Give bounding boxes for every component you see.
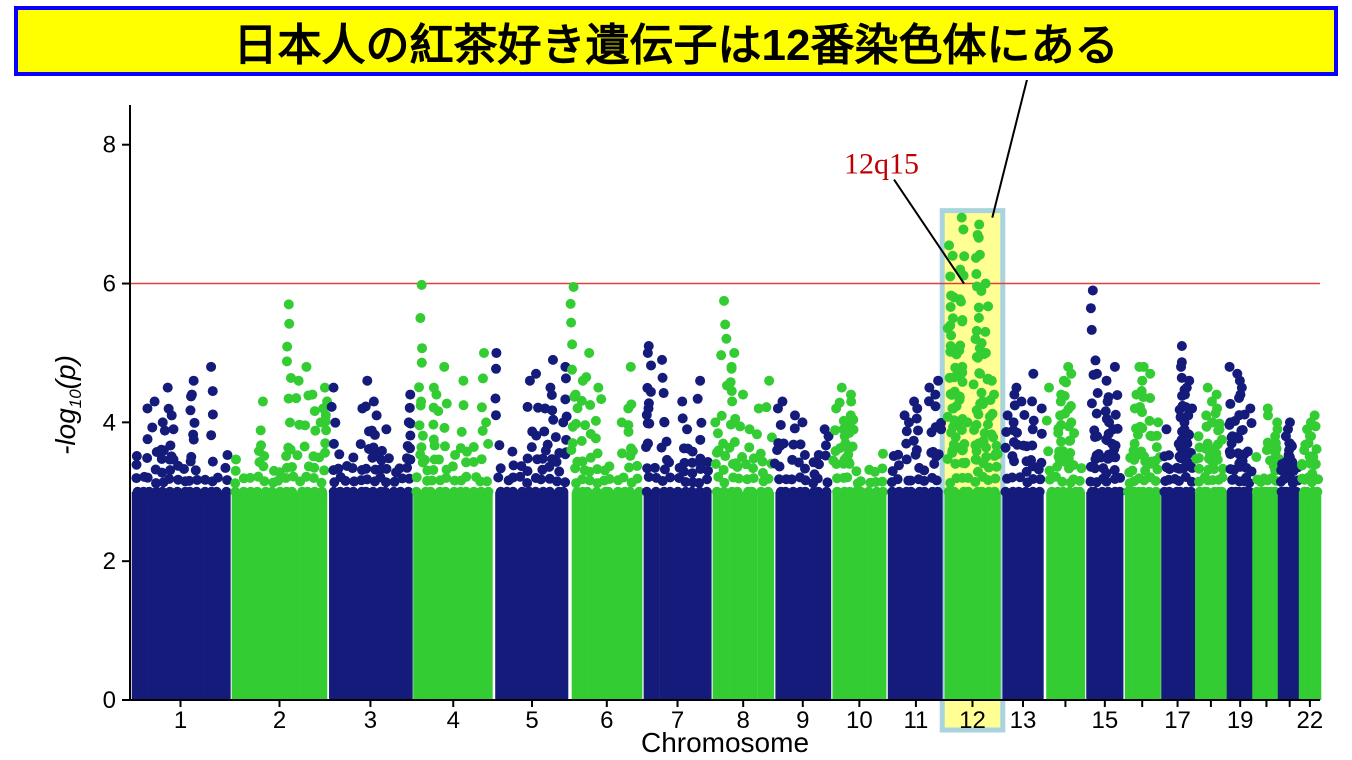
svg-text:0: 0 xyxy=(103,687,116,714)
manhattan-plot-svg: 02468-log10(p)1234567891011121315171922C… xyxy=(40,80,1340,760)
svg-text:4: 4 xyxy=(447,707,460,734)
svg-text:6: 6 xyxy=(103,271,116,298)
svg-text:8: 8 xyxy=(103,132,116,159)
svg-text:13: 13 xyxy=(1010,707,1037,734)
svg-text:11: 11 xyxy=(903,707,928,734)
svg-text:3: 3 xyxy=(364,707,377,734)
svg-text:6: 6 xyxy=(600,707,613,734)
svg-text:4: 4 xyxy=(103,409,116,436)
svg-text:12q15: 12q15 xyxy=(844,148,919,181)
svg-text:10: 10 xyxy=(846,707,873,734)
svg-text:2: 2 xyxy=(103,548,116,575)
svg-text:22: 22 xyxy=(1297,707,1324,734)
svg-text:19: 19 xyxy=(1227,707,1254,734)
svg-text:12: 12 xyxy=(959,707,986,734)
svg-text:1: 1 xyxy=(174,707,187,734)
title-banner: 日本人の紅茶好き遺伝子は12番染色体にある xyxy=(14,6,1338,76)
svg-text:Chromosome: Chromosome xyxy=(641,727,809,758)
title-text: 日本人の紅茶好き遺伝子は12番染色体にある xyxy=(234,9,1119,73)
svg-text:5: 5 xyxy=(525,707,538,734)
svg-text:2: 2 xyxy=(273,707,286,734)
svg-text:-log10(p): -log10(p) xyxy=(50,355,85,455)
points xyxy=(131,213,1323,700)
svg-text:15: 15 xyxy=(1091,707,1118,734)
manhattan-plot: 02468-log10(p)1234567891011121315171922C… xyxy=(40,80,1340,760)
svg-text:17: 17 xyxy=(1164,707,1191,734)
